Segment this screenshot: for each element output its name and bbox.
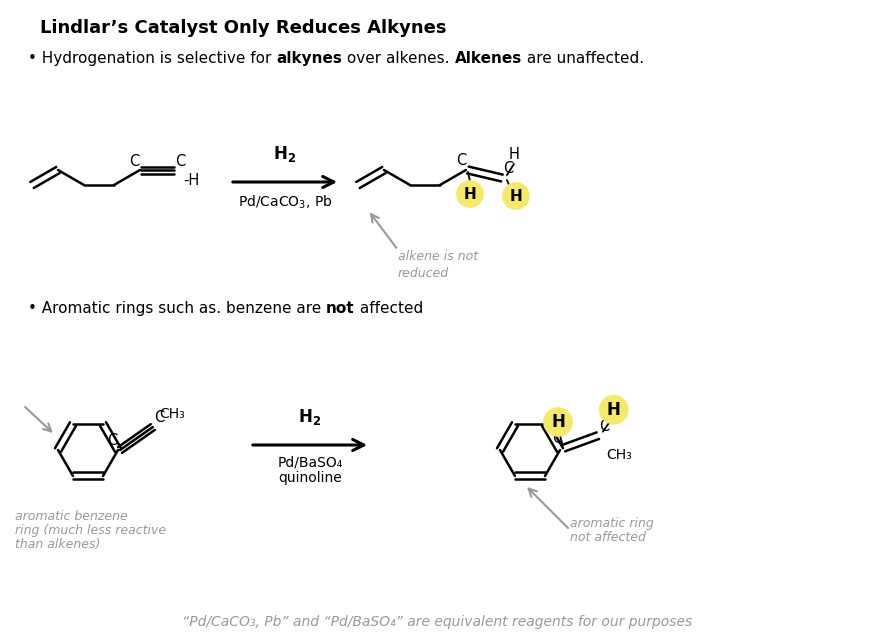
Text: H: H (607, 401, 621, 419)
Circle shape (544, 408, 572, 436)
Text: are unaffected.: are unaffected. (522, 50, 644, 66)
Text: C: C (455, 153, 466, 168)
Text: not: not (326, 301, 355, 316)
Text: • Aromatic rings such as. benzene are: • Aromatic rings such as. benzene are (28, 301, 326, 316)
Text: Pd/BaSO₄: Pd/BaSO₄ (277, 455, 343, 469)
Text: H: H (509, 147, 519, 162)
Text: over alkenes.: over alkenes. (342, 50, 454, 66)
Text: quinoline: quinoline (278, 471, 342, 485)
Text: $\mathbf{H_2}$: $\mathbf{H_2}$ (298, 407, 322, 427)
Text: C: C (175, 154, 185, 169)
Text: C: C (599, 419, 609, 433)
Text: not affected: not affected (570, 531, 646, 544)
Text: C: C (551, 431, 562, 446)
Text: C: C (154, 410, 164, 425)
Text: H: H (551, 413, 565, 431)
Text: alkene is not
reduced: alkene is not reduced (398, 250, 478, 280)
Text: alkynes: alkynes (276, 50, 342, 66)
Circle shape (503, 183, 529, 209)
Text: Lindlar’s Catalyst Only Reduces Alkynes: Lindlar’s Catalyst Only Reduces Alkynes (40, 19, 447, 37)
Text: “Pd/CaCO₃, Pb” and “Pd/BaSO₄” are equivalent reagents for our purposes: “Pd/CaCO₃, Pb” and “Pd/BaSO₄” are equiva… (182, 615, 692, 629)
Text: H: H (463, 187, 476, 202)
Text: affected: affected (355, 301, 423, 316)
Text: CH₃: CH₃ (606, 448, 632, 462)
Text: C: C (128, 154, 139, 169)
Text: than alkenes): than alkenes) (15, 538, 101, 551)
Text: aromatic benzene: aromatic benzene (15, 510, 128, 523)
Circle shape (600, 395, 628, 424)
Text: H: H (510, 189, 523, 204)
Text: C: C (503, 161, 513, 176)
Text: CH₃: CH₃ (159, 407, 184, 421)
Text: $\mathbf{H_2}$: $\mathbf{H_2}$ (274, 144, 296, 164)
Text: Pd/CaCO$_3$, Pb: Pd/CaCO$_3$, Pb (238, 194, 332, 211)
Text: • Hydrogenation is selective for: • Hydrogenation is selective for (28, 50, 276, 66)
Text: -H: -H (183, 173, 199, 188)
Text: C: C (107, 433, 117, 448)
Text: ring (much less reactive: ring (much less reactive (15, 524, 166, 537)
Text: aromatic ring: aromatic ring (570, 517, 654, 530)
Circle shape (457, 181, 483, 207)
Text: Alkenes: Alkenes (454, 50, 522, 66)
